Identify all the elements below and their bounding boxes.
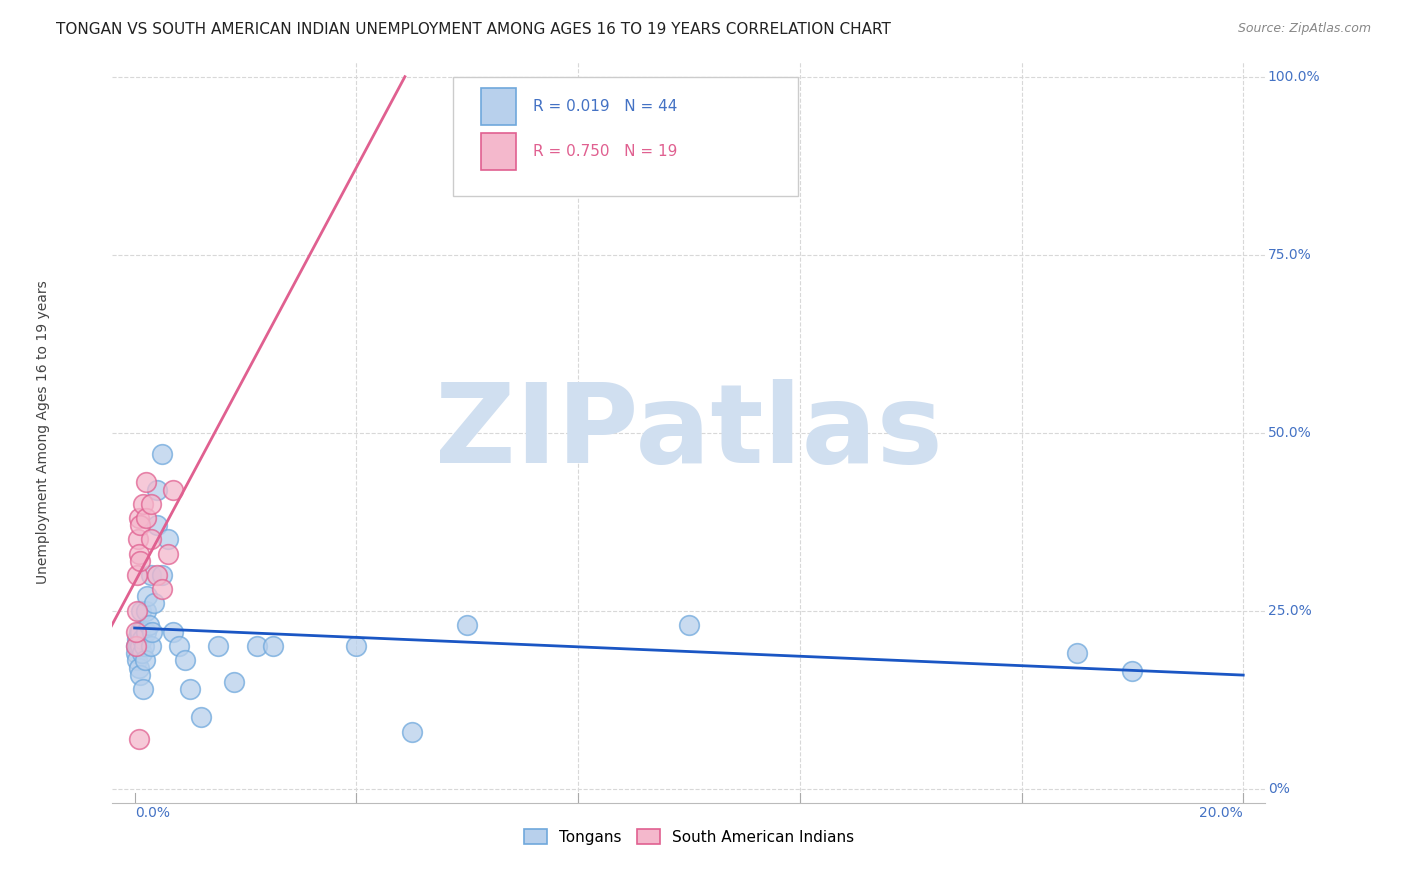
FancyBboxPatch shape [453,78,799,195]
Point [127,568,149,582]
Point [129,639,152,653]
Text: 20.0%: 20.0% [1199,805,1243,820]
Text: 0.0%: 0.0% [135,805,170,820]
Point [246,639,269,653]
Point [135,624,157,639]
Point [156,547,179,561]
Point [143,597,166,611]
Point [129,518,152,533]
Point [129,554,152,568]
Point [128,731,150,746]
Text: 50.0%: 50.0% [1268,425,1312,440]
Point [128,624,150,639]
Point [125,646,148,660]
Point [128,667,150,681]
Bar [481,88,516,126]
Point [125,639,148,653]
Point [132,681,155,696]
Point [125,639,148,653]
Point [678,617,700,632]
Point [127,533,149,547]
Point [141,624,163,639]
Point [179,681,201,696]
Text: 100.0%: 100.0% [1268,70,1320,84]
Point [135,604,157,618]
Point [131,646,153,660]
Text: TONGAN VS SOUTH AMERICAN INDIAN UNEMPLOYMENT AMONG AGES 16 TO 19 YEARS CORRELATI: TONGAN VS SOUTH AMERICAN INDIAN UNEMPLOY… [56,22,891,37]
Text: R = 0.750   N = 19: R = 0.750 N = 19 [533,144,678,159]
Point [128,547,150,561]
Point [207,639,229,653]
Point [125,632,148,646]
Point [146,518,169,533]
Point [173,653,195,667]
Point [1121,664,1143,678]
Point [146,483,169,497]
Text: Source: ZipAtlas.com: Source: ZipAtlas.com [1237,22,1371,36]
Point [132,639,155,653]
Point [129,624,152,639]
Point [138,617,160,632]
Point [141,497,163,511]
Point [344,639,367,653]
Point [146,568,169,582]
Point [162,624,184,639]
Point [167,639,190,653]
Text: R = 0.019   N = 44: R = 0.019 N = 44 [533,99,678,114]
Point [156,533,179,547]
Text: ZIPatlas: ZIPatlas [434,379,943,486]
Text: 0%: 0% [1268,781,1289,796]
Point [150,447,173,461]
Point [127,653,149,667]
Point [401,724,423,739]
Point [125,624,148,639]
Text: Unemployment Among Ages 16 to 19 years: Unemployment Among Ages 16 to 19 years [37,281,51,584]
Legend: Tongans, South American Indians: Tongans, South American Indians [517,822,860,851]
Point [141,533,163,547]
Point [190,710,212,724]
Point [456,617,478,632]
Point [127,639,149,653]
Point [134,653,156,667]
Point [135,590,157,604]
Text: 75.0%: 75.0% [1268,248,1312,261]
Point [141,568,163,582]
Point [131,632,153,646]
Point [224,674,246,689]
Point [128,660,150,674]
Point [125,604,148,618]
Text: 25.0%: 25.0% [1268,604,1312,617]
Bar [481,133,516,169]
Point [128,511,150,525]
Point [1066,646,1088,660]
Point [262,639,284,653]
Point [150,568,173,582]
Point [132,497,155,511]
Point [141,639,163,653]
Point [135,511,157,525]
Point [131,604,153,618]
Point [135,475,157,490]
Point [150,582,173,597]
Point [162,483,184,497]
